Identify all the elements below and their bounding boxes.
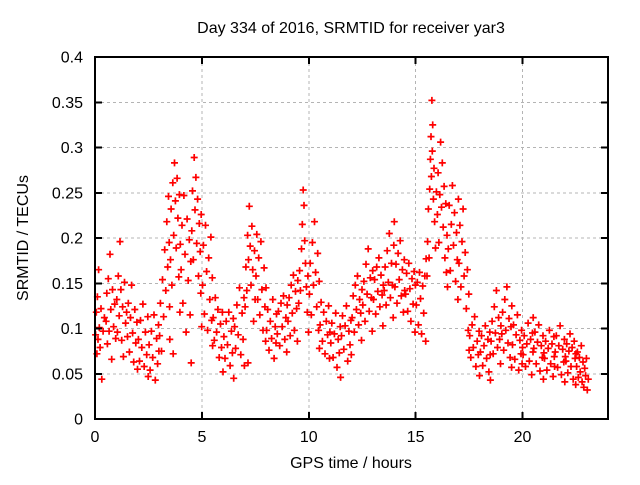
x-tick-labels: 0 5 10 15 20 (91, 429, 532, 446)
tick-label: 0 (91, 429, 100, 446)
y-axis-label: SRMTID / TECUs (15, 175, 32, 301)
plot-border (94, 56, 609, 420)
gridlines (95, 57, 608, 419)
tick-label: 0.3 (61, 140, 83, 157)
tick-label: 5 (197, 429, 206, 446)
x-axis-label: GPS time / hours (290, 455, 412, 472)
tick-label: 0 (74, 412, 83, 429)
tick-label: 0.15 (52, 276, 83, 293)
tick-label: 20 (514, 429, 532, 446)
tick-label: 0.25 (52, 185, 83, 202)
data-points (92, 96, 592, 394)
tick-label: 10 (300, 429, 318, 446)
tick-label: 15 (407, 429, 425, 446)
tick-label: 0.05 (52, 366, 83, 383)
tick-label: 0.1 (61, 321, 83, 338)
tick-label: 0.35 (52, 95, 83, 112)
y-tick-labels: 0 0.05 0.1 0.15 0.2 0.25 0.3 0.35 0.4 (52, 50, 83, 429)
tick-label: 0.2 (61, 231, 83, 248)
tick-label: 0.4 (61, 50, 83, 67)
axis-ticks (94, 56, 608, 420)
chart-title: Day 334 of 2016, SRMTID for receiver yar… (197, 20, 505, 37)
